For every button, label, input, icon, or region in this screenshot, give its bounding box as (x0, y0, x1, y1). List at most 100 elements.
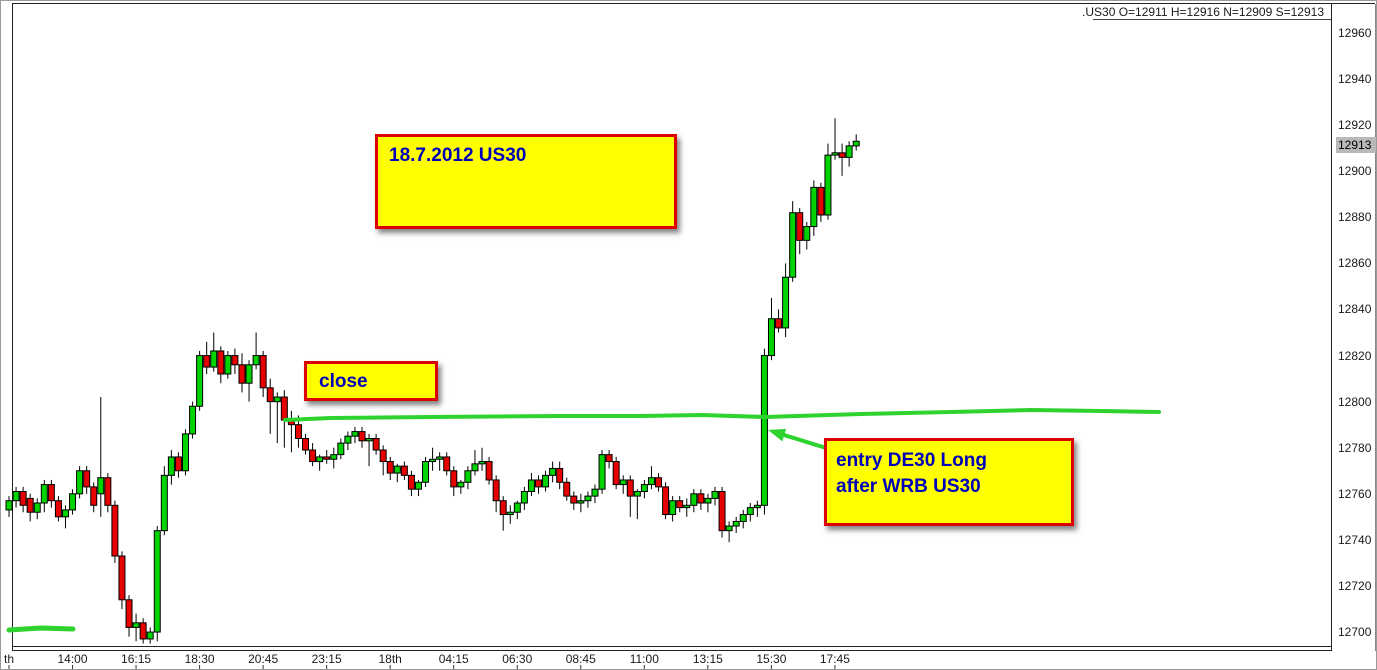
time-axis-label: 23:15 (311, 652, 342, 666)
candle (676, 496, 684, 513)
candle (527, 473, 535, 497)
time-axis-label: 15:30 (756, 652, 787, 666)
time-axis-label: th (3, 652, 15, 666)
candle (386, 456, 394, 480)
time-axis-label: 17:45 (819, 652, 850, 666)
candle (626, 475, 634, 517)
candle (203, 341, 211, 374)
candle (174, 452, 182, 478)
candle (330, 447, 338, 469)
candle (61, 505, 69, 529)
candle (704, 493, 712, 513)
price-axis-label: 12700 (1338, 625, 1372, 640)
candle (520, 486, 528, 510)
price-axis-label: 12780 (1338, 440, 1372, 455)
candle (323, 450, 331, 464)
price-axis-label: 12960 (1338, 26, 1372, 40)
candle (266, 378, 274, 434)
entry-annotation-box[interactable]: entry DE30 Long after WRB US30 (824, 438, 1074, 526)
candle (831, 118, 839, 160)
candle (316, 454, 324, 471)
candle (513, 500, 521, 520)
candle (556, 461, 564, 490)
candle (789, 201, 797, 282)
candle (111, 500, 119, 563)
candle (33, 498, 41, 520)
date-annotation-box[interactable]: 18.7.2012 US30 (375, 134, 677, 229)
candle (26, 493, 34, 522)
candle (153, 526, 161, 642)
candle (535, 475, 542, 494)
candle (393, 463, 401, 483)
candle (302, 433, 310, 455)
candle (358, 426, 366, 448)
candle (238, 353, 246, 393)
candle (782, 263, 790, 338)
candle (273, 392, 281, 444)
candle (83, 466, 91, 494)
candle (309, 443, 317, 467)
candle (69, 489, 77, 515)
candle (245, 360, 253, 402)
candle (697, 489, 705, 510)
candle (612, 456, 620, 490)
candle (287, 410, 295, 453)
candle (845, 141, 853, 167)
candle (54, 496, 62, 522)
candle (450, 466, 458, 497)
candle (189, 401, 197, 439)
candle (372, 433, 380, 455)
price-axis-label: 12760 (1338, 486, 1372, 501)
candle (775, 309, 783, 333)
quote-header: .US30 O=12911 H=12916 N=12909 S=12913 (1082, 5, 1324, 19)
price-axis-label: 12920 (1338, 118, 1372, 133)
time-axis-label: 13:15 (692, 652, 723, 666)
candle (753, 500, 761, 517)
candle (485, 456, 493, 485)
time-axis-label: 06:30 (502, 652, 533, 666)
candle (224, 350, 232, 379)
candle (217, 346, 225, 384)
candle (655, 473, 663, 492)
candle (19, 486, 27, 513)
entry-annotation-line1: entry DE30 Long (836, 450, 987, 471)
candle (584, 491, 592, 508)
candle (422, 456, 430, 487)
candle (97, 397, 105, 517)
price-axis-label: 12720 (1338, 578, 1372, 593)
candle (803, 221, 811, 250)
candle (47, 479, 55, 508)
candle (231, 348, 239, 374)
candle (132, 613, 140, 642)
candle (810, 180, 818, 236)
candle (577, 493, 585, 513)
candle (619, 475, 627, 494)
candle (196, 350, 204, 411)
time-axis-label: 08:45 (565, 652, 596, 666)
candle (104, 473, 112, 513)
bottom-left-marker-line[interactable] (6, 625, 76, 633)
candle (210, 332, 218, 372)
candle (732, 516, 740, 533)
candle (146, 627, 154, 644)
price-axis-label: 12740 (1338, 532, 1372, 547)
candle (379, 445, 387, 476)
support-line[interactable] (283, 408, 1161, 422)
candle (443, 452, 451, 476)
entry-annotation-line2: after WRB US30 (836, 476, 981, 497)
candle (492, 475, 500, 513)
candle (407, 470, 415, 497)
candle (125, 595, 133, 637)
candle (725, 521, 733, 543)
time-axis-label: 18th (378, 652, 402, 666)
time-axis-label: 20:45 (248, 652, 279, 666)
close-annotation-box[interactable]: close (304, 361, 438, 401)
candle (542, 470, 550, 492)
close-annotation-text: close (319, 371, 368, 392)
candle (337, 438, 345, 460)
candle (690, 489, 698, 513)
candle (824, 143, 832, 220)
candle (139, 618, 147, 644)
